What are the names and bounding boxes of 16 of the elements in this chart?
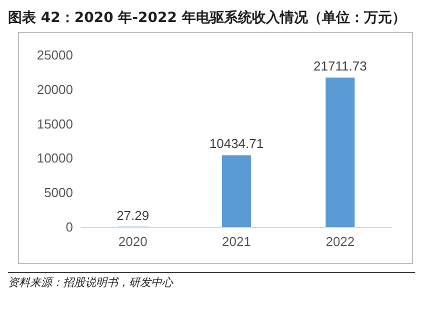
x-tick-label: 2020: [118, 234, 148, 249]
y-tick-label: 25000: [36, 48, 73, 62]
data-label: 27.29: [116, 208, 150, 223]
x-tick-label: 2021: [222, 234, 251, 249]
bar: [326, 78, 355, 227]
y-tick-label: 10000: [36, 150, 73, 166]
data-label: 21711.73: [314, 58, 367, 74]
data-label: 10434.71: [209, 136, 264, 152]
chart-title: 图表 42：2020 年-2022 年电驱系统收入情况（单位：万元）: [8, 9, 407, 28]
y-tick-label: 0: [66, 220, 73, 234]
x-tick-label: 2022: [326, 234, 355, 249]
text: 资料来源：招股说明书，研发中心: [8, 275, 415, 290]
y-tick-label: 15000: [36, 116, 73, 132]
bar: [222, 155, 252, 227]
y-tick-label: 5000: [44, 185, 73, 200]
y-tick-label: 20000: [36, 82, 73, 97]
